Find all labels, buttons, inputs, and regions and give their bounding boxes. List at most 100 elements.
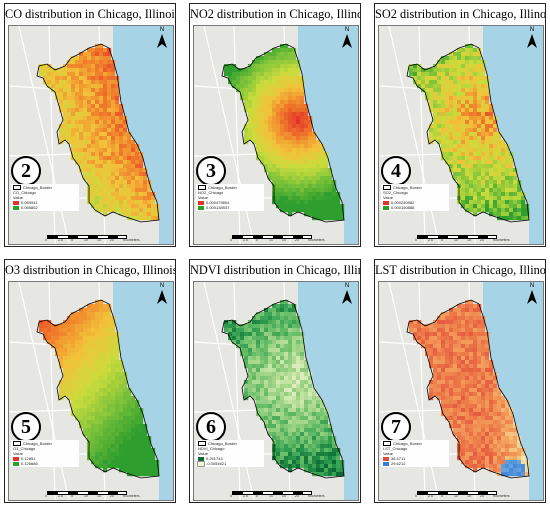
legend-value-row: Value xyxy=(383,451,447,456)
legend-high-value: 38.4711 xyxy=(391,456,406,461)
map-lst xyxy=(379,282,543,500)
map-ndvi xyxy=(194,282,358,500)
panel-number-badge: 6 xyxy=(196,412,226,442)
north-arrow-icon: N xyxy=(525,27,539,50)
legend-value-row: Value xyxy=(13,451,77,456)
panel-number-badge: 5 xyxy=(11,412,41,442)
legend-low-swatch xyxy=(383,205,389,210)
legend-low-row: 0.126686 xyxy=(13,461,77,466)
map-o3 xyxy=(9,282,173,500)
legend-boundary-label: Chicago_Border xyxy=(393,185,422,190)
legend-boundary-row: Chicago_Border xyxy=(198,185,262,190)
legend-boundary-swatch xyxy=(13,185,21,190)
legend-value-label: Value xyxy=(198,451,208,456)
legend-boundary-label: Chicago_Border xyxy=(208,185,237,190)
scale-bar: 0 2.5 5 10 15 20 Kilometers xyxy=(230,235,325,242)
scale-bar: 0 2.5 5 10 15 20 Kilometers xyxy=(45,491,140,498)
panel-ndvi: NDVI distribution in Chicago, Illinois N… xyxy=(189,259,361,503)
legend-value-row: Value xyxy=(198,451,262,456)
scale-bar-graphic xyxy=(232,491,312,495)
north-arrow-icon: N xyxy=(155,283,169,306)
scale-label: 2.5 xyxy=(243,238,248,242)
legend-value-row: Value xyxy=(13,195,77,200)
panel-lst: LST distribution in Chicago, Illinois N … xyxy=(374,259,546,503)
legend-layer-row: NDVI_Chicago xyxy=(198,446,262,451)
scale-bar: 0 2.5 5 10 15 20 Kilometers xyxy=(230,491,325,498)
legend-boundary-label: Chicago_Border xyxy=(208,441,237,446)
legend-low-row: 29.6212 xyxy=(383,461,447,466)
scale-label: 2.5 xyxy=(243,494,248,498)
legend-value-label: Value xyxy=(383,451,393,456)
legend-low-swatch xyxy=(13,205,19,210)
scale-label: 0 xyxy=(45,494,47,498)
scale-label: Kilometers xyxy=(493,238,510,242)
lake-michigan xyxy=(483,26,543,244)
panel-co: CO distribution in Chicago, Illinois N 2… xyxy=(4,3,176,247)
scale-label: 0 xyxy=(415,238,417,242)
scale-label: Kilometers xyxy=(308,238,325,242)
scale-label: 10 xyxy=(84,494,88,498)
north-label: N xyxy=(529,283,535,289)
city-border xyxy=(221,299,345,479)
legend: Chicago_Border LST_Chicago Value 38.4711… xyxy=(381,440,449,467)
legend-high-value: 0.12851 xyxy=(21,456,36,461)
scale-label: 10 xyxy=(454,238,458,242)
legend-low-value: 29.6212 xyxy=(391,461,406,466)
legend-high-row: 0.12851 xyxy=(13,456,77,461)
legend-layer-row: SO2_Chicago xyxy=(383,190,447,195)
scale-label: 20 xyxy=(110,238,114,242)
legend-high-swatch xyxy=(198,200,204,205)
scale-label: 15 xyxy=(467,238,471,242)
map-frame xyxy=(193,281,359,501)
legend-low-swatch xyxy=(383,461,389,466)
map-frame xyxy=(8,281,174,501)
legend-layer-label: CO_Chicago xyxy=(13,190,36,195)
legend-value-row: Value xyxy=(383,195,447,200)
legend-layer-row: CO_Chicago xyxy=(13,190,77,195)
scale-label: 5 xyxy=(71,494,73,498)
north-arrow-icon: N xyxy=(155,27,169,50)
legend-boundary-row: Chicago_Border xyxy=(383,441,447,446)
legend-boundary-label: Chicago_Border xyxy=(393,441,422,446)
legend-value-row: Value xyxy=(198,195,262,200)
scale-label: 10 xyxy=(454,494,458,498)
scale-label: 2.5 xyxy=(58,238,63,242)
map-co xyxy=(9,26,173,244)
scale-label: 15 xyxy=(97,494,101,498)
map-so2 xyxy=(379,26,543,244)
north-label: N xyxy=(159,27,165,33)
legend-layer-label: O3_Chicago xyxy=(13,446,36,451)
scale-label: 5 xyxy=(441,494,443,498)
legend-high-value: 0.000479804 xyxy=(206,200,230,205)
legend-low-swatch xyxy=(197,460,205,467)
panel-number-badge: 7 xyxy=(381,412,411,442)
north-arrow-icon: N xyxy=(340,283,354,306)
city-border xyxy=(406,299,530,479)
north-label: N xyxy=(159,283,165,289)
legend-high-row: 38.4711 xyxy=(383,456,447,461)
scale-label: 5 xyxy=(256,238,258,242)
scale-label: 2.5 xyxy=(58,494,63,498)
legend-low-row: 0.000138937 xyxy=(198,205,262,210)
scale-label: Kilometers xyxy=(493,494,510,498)
legend-layer-label: SO2_Chicago xyxy=(383,190,408,195)
legend-boundary-swatch xyxy=(383,441,391,446)
legend-layer-label: NO2_Chicago xyxy=(198,190,224,195)
legend-low-row: 0.000150888 xyxy=(383,205,447,210)
scale-label: 2.5 xyxy=(428,494,433,498)
legend-value-label: Value xyxy=(13,195,23,200)
scale-label: 20 xyxy=(295,494,299,498)
legend-layer-row: LST_Chicago xyxy=(383,446,447,451)
scale-label: 0 xyxy=(45,238,47,242)
panel-title: CO distribution in Chicago, Illinois xyxy=(5,7,175,21)
legend-layer-label: NDVI_Chicago xyxy=(198,446,225,451)
city-border xyxy=(36,299,160,479)
raster-layer xyxy=(224,44,345,221)
scale-label: 10 xyxy=(269,494,273,498)
panel-so2: SO2 distribution in Chicago, Illinois N … xyxy=(374,3,546,247)
city-border xyxy=(36,43,160,223)
legend-boundary-row: Chicago_Border xyxy=(13,185,77,190)
legend-low-row: 0.055852 xyxy=(13,205,77,210)
panel-title: O3 distribution in Chicago, Illinois xyxy=(5,263,175,277)
legend-boundary-label: Chicago_Border xyxy=(23,441,52,446)
